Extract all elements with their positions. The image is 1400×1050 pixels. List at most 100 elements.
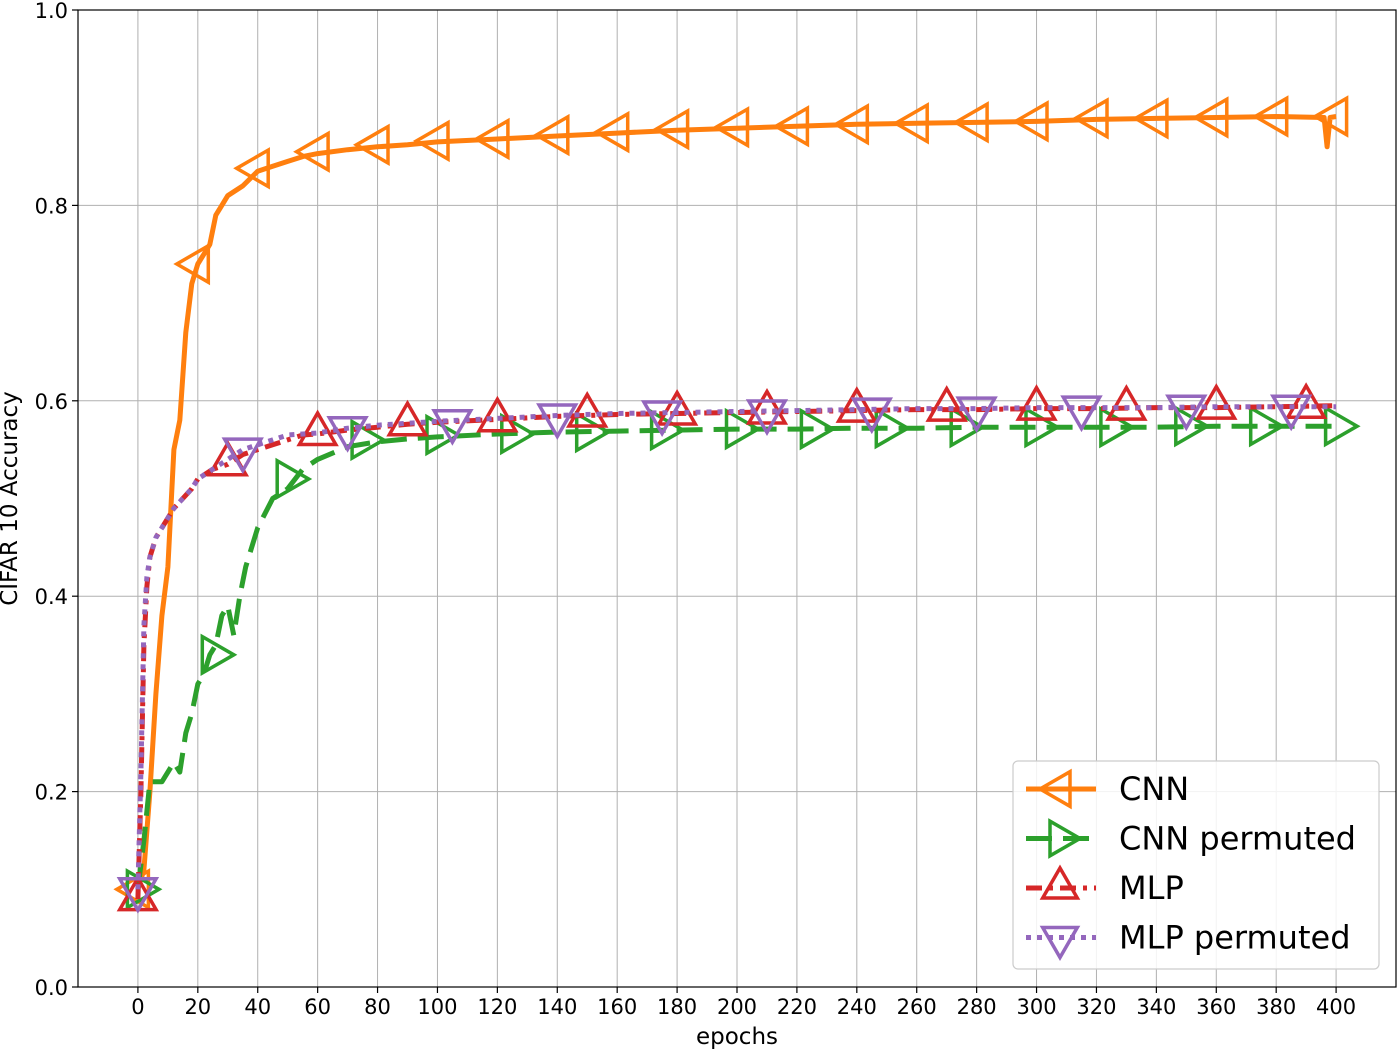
series-marker xyxy=(431,409,474,446)
x-axis-label: epochs xyxy=(696,1024,778,1050)
series-marker xyxy=(952,101,989,144)
x-tick-label: 300 xyxy=(1016,995,1056,1019)
x-tick-label: 320 xyxy=(1076,995,1116,1019)
x-tick-label: 340 xyxy=(1136,995,1176,1019)
x-tick-label: 200 xyxy=(717,995,757,1019)
x-tick-label: 0 xyxy=(131,995,144,1019)
legend-label: CNN xyxy=(1119,770,1189,808)
y-axis-label: CIFAR 10 Accuracy xyxy=(0,391,23,606)
legend-box xyxy=(1012,760,1380,970)
series-marker xyxy=(221,437,264,475)
series-marker xyxy=(293,130,330,173)
series-marker xyxy=(655,389,699,426)
series-layer xyxy=(113,95,1361,914)
series-marker xyxy=(1248,404,1286,448)
legend-marker xyxy=(1048,818,1084,859)
legend-item: CNN xyxy=(1026,768,1189,810)
legend-marker xyxy=(1036,768,1072,810)
legend-item: CNN permuted xyxy=(1026,818,1356,859)
x-tick-label: 100 xyxy=(417,995,457,1019)
series-marker xyxy=(1165,394,1208,432)
series-marker xyxy=(500,412,537,456)
series-marker xyxy=(1131,97,1169,140)
x-tick-label: 60 xyxy=(304,995,331,1019)
series-line xyxy=(135,114,1337,891)
series-marker xyxy=(233,147,270,190)
series-marker xyxy=(1191,96,1229,139)
series-marker xyxy=(712,106,750,149)
series-marker xyxy=(1012,100,1049,143)
series-marker xyxy=(832,103,870,146)
series-marker xyxy=(799,407,837,451)
x-tick-label: 400 xyxy=(1316,995,1356,1019)
y-tick-label: 0.6 xyxy=(35,390,68,414)
series-marker xyxy=(353,123,390,167)
x-tick-label: 160 xyxy=(597,995,637,1019)
series-marker xyxy=(532,113,570,157)
series-marker xyxy=(955,396,998,434)
legend: CNN CNN permuted MLP MLP permuted xyxy=(1012,760,1380,970)
series-marker xyxy=(1060,395,1103,433)
series-marker xyxy=(850,397,894,435)
legend-label: MLP permuted xyxy=(1119,919,1351,957)
series-marker xyxy=(1284,382,1328,419)
x-tick-label: 80 xyxy=(364,995,391,1019)
series-marker xyxy=(574,410,612,454)
series-marker xyxy=(592,110,630,154)
series-marker xyxy=(275,457,313,501)
series-marker xyxy=(772,105,810,148)
series-marker xyxy=(472,117,510,161)
x-tick-label: 180 xyxy=(657,995,697,1019)
x-tick-label: 120 xyxy=(477,995,517,1019)
x-tick-label: 360 xyxy=(1196,995,1236,1019)
series-marker xyxy=(413,119,450,163)
series-marker xyxy=(173,242,211,286)
series-marker xyxy=(745,387,789,425)
series-marker xyxy=(835,386,879,423)
series-marker xyxy=(565,391,609,428)
y-tick-label: 1.0 xyxy=(35,0,68,23)
series-marker xyxy=(326,415,369,453)
x-axis-ticks: 0 20 40 60 80 100 120 140 160 180 200 220 240 260 280 3… xyxy=(131,987,1356,1019)
series-marker xyxy=(116,877,160,914)
series-marker xyxy=(724,407,762,451)
y-tick-label: 0.2 xyxy=(35,781,68,805)
series-marker xyxy=(892,102,929,145)
x-tick-label: 20 xyxy=(184,995,211,1019)
series-marker xyxy=(200,633,238,677)
series-marker xyxy=(1311,95,1349,138)
series-marker xyxy=(1269,394,1313,432)
series-marker xyxy=(1071,97,1109,140)
series-line xyxy=(135,403,1337,900)
x-tick-label: 280 xyxy=(957,995,997,1019)
y-tick-label: 0.0 xyxy=(35,976,68,1000)
series-marker xyxy=(874,406,912,450)
series-mlp-permuted xyxy=(116,394,1337,914)
series-marker xyxy=(1195,383,1238,420)
series-marker xyxy=(925,385,968,422)
x-tick-label: 140 xyxy=(537,995,577,1019)
y-tick-label: 0.4 xyxy=(35,585,68,609)
y-axis-ticks: 0.0 0.2 0.4 0.6 0.8 1.0 xyxy=(35,0,78,1000)
series-marker xyxy=(949,405,987,449)
series-marker xyxy=(1015,384,1058,421)
x-tick-label: 220 xyxy=(777,995,817,1019)
series-marker xyxy=(640,400,684,437)
series-marker xyxy=(476,395,519,433)
series-marker xyxy=(652,107,690,151)
legend-marker xyxy=(1039,925,1081,962)
series-marker xyxy=(1323,404,1361,448)
legend-label: CNN permuted xyxy=(1119,820,1356,858)
x-tick-label: 40 xyxy=(244,995,271,1019)
legend-item: MLP xyxy=(1026,864,1184,907)
legend-marker xyxy=(1039,864,1081,900)
x-tick-label: 240 xyxy=(837,995,877,1019)
series-marker xyxy=(296,409,339,447)
x-tick-label: 380 xyxy=(1256,995,1296,1019)
y-tick-label: 0.8 xyxy=(35,194,68,218)
x-tick-label: 260 xyxy=(897,995,937,1019)
series-marker xyxy=(1105,384,1148,421)
series-marker xyxy=(1251,95,1289,138)
